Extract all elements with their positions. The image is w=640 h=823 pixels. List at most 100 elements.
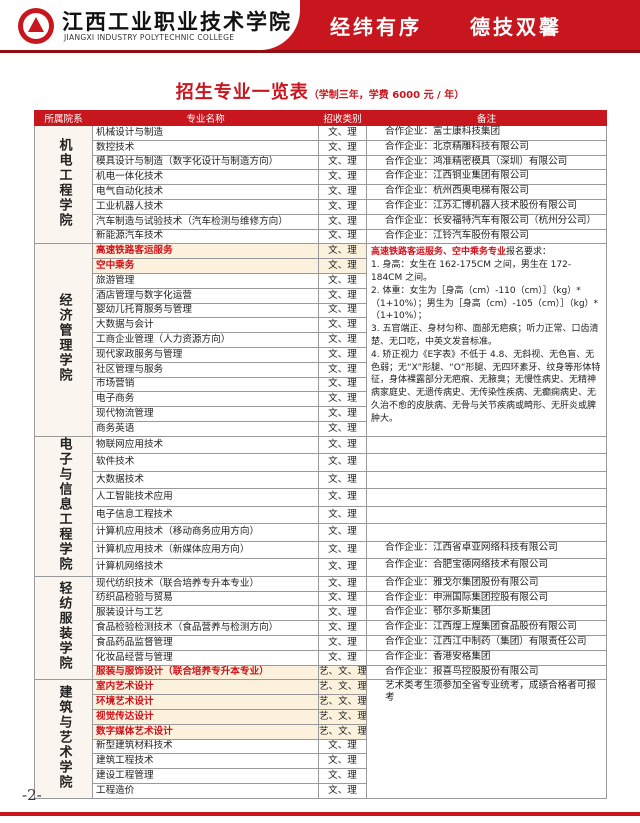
major-name: 食品检验检测技术（食品营养与检测方向）	[92, 620, 319, 636]
major-name: 汽车制造与试验技术（汽车检测与维修方向）	[92, 213, 319, 230]
table-row: 大数据与会计 文、理	[35, 317, 607, 334]
note-item: 2. 体重：女生为［身高（cm）-110（cm）］（kg）*（1+10%）；男生…	[371, 285, 599, 322]
note-cell	[366, 523, 607, 542]
major-name: 服装与服饰设计（联合培养专升本专业）	[92, 664, 319, 681]
major-name: 软件技术	[92, 453, 319, 472]
major-name: 婴幼儿托育服务与管理	[92, 302, 319, 319]
note-text: 报名要求：	[506, 247, 552, 258]
category: 文、理	[318, 753, 367, 770]
header-brand: 江西工业职业技术学院 JIANGXI INDUSTRY POLYTECHNIC …	[0, 0, 300, 50]
major-name: 物联网应用技术	[92, 435, 319, 455]
table-row: 新能源汽车技术 文、理 合作企业：江铃汽车股份有限公司	[35, 228, 607, 245]
category: 文、理	[318, 470, 367, 490]
table-row: 工商企业管理（人力资源方向） 文、理	[35, 332, 607, 348]
category: 文、理	[318, 317, 367, 334]
category: 文、理	[318, 346, 367, 363]
table-row: 视觉传达设计 艺、文、理	[35, 708, 607, 725]
category: 文、理	[318, 634, 367, 651]
category: 文、理	[318, 302, 367, 319]
major-name: 空中乘务	[92, 258, 319, 274]
category: 文、理	[318, 198, 367, 215]
category: 文、理	[318, 590, 367, 607]
table-row: 汽车制造与试验技术（汽车检测与维修方向） 文、理 合作企业：长安福特汽车有限公司（杭…	[35, 213, 607, 230]
category: 文、理	[318, 620, 367, 636]
major-name: 数控技术	[92, 139, 319, 156]
major-name: 模具设计与制造（数字化设计与制造方向）	[92, 154, 319, 171]
note-cell: 合作企业：鸿准精密模具（深圳）有限公司	[366, 154, 607, 171]
table-row: 数字媒体艺术设计 艺、文、理	[35, 723, 607, 740]
major-name: 大数据技术	[92, 470, 319, 490]
major-name: 建设工程管理	[92, 768, 319, 784]
major-name: 市场营销	[92, 376, 319, 393]
table-row: 环境艺术设计 艺、文、理	[35, 694, 607, 710]
note-cell	[366, 470, 607, 490]
category: 艺、文、理	[318, 708, 367, 725]
table-row: 计算机网络技术 文、理 合作企业：合肥宝德网络技术有限公司	[35, 558, 607, 577]
category: 文、理	[318, 453, 367, 472]
category: 文、理	[318, 139, 367, 156]
major-name: 电子商务	[92, 391, 319, 408]
table-row: 现代物流管理 文、理	[35, 406, 607, 422]
department: 经济管理学院	[56, 293, 72, 384]
note-item: 4. 矫正视力《E字表》不低于 4.8、无斜视、无色盲、无色弱；无“X”形腿、“…	[371, 349, 601, 424]
note-cell: 合作企业：北京精雕科技有限公司	[366, 139, 607, 156]
major-name: 服装设计与工艺	[92, 605, 319, 622]
note-cell: 合作企业：合肥宝德网络技术有限公司	[366, 558, 607, 577]
header-row: 所属院系 专业名称 招收类别 备注	[34, 110, 607, 126]
major-name: 电气自动化技术	[92, 184, 319, 200]
table-row: 旅游管理 文、理	[35, 272, 607, 289]
major-name: 现代家政服务与管理	[92, 346, 319, 363]
category: 文、理	[318, 361, 367, 378]
major-name: 数字媒体艺术设计	[92, 723, 319, 740]
major-name: 视觉传达设计	[92, 708, 319, 725]
table-row: 食品药品监督管理 文、理 合作企业：江西江中制药（集团）有限责任公司	[35, 634, 607, 651]
department: 轻纺服装学院	[56, 581, 72, 672]
table-row: 经济管理学院 高速铁路客运服务 文、理 高速铁路客运服务、空中乘务专业报名要求： 1. …	[34, 243, 607, 437]
major-name: 机电一体化技术	[92, 169, 319, 186]
category: 文、理	[318, 125, 367, 141]
major-name: 现代纺织技术（联合培养专升本专业）	[92, 575, 319, 592]
department-cell: 建筑与艺术学院	[34, 679, 93, 799]
category: 文、理	[318, 435, 367, 455]
category: 文、理	[318, 420, 367, 437]
category: 文、理	[318, 258, 367, 274]
major-name: 机械设计与制造	[92, 125, 319, 141]
table-row: 电气自动化技术 文、理 合作企业：杭州西奥电梯有限公司	[35, 184, 607, 200]
table-row: 化妆品经营与管理 文、理 合作企业：香港安格集团	[35, 649, 607, 666]
table-row: 模具设计与制造（数字化设计与制造方向） 文、理 合作企业：鸿准精密模具（深圳）有限公…	[35, 154, 607, 171]
note-cell: 合作企业：江西省卓亚网络科技有限公司	[366, 540, 607, 560]
note-heading: 高速铁路客运服务、空中乘务专业报名要求：	[371, 246, 602, 259]
department-cell: 机电工程学院	[34, 124, 93, 245]
note-cell	[366, 505, 607, 525]
major-name: 计算机应用技术（新媒体应用方向）	[92, 540, 319, 560]
note-cell: 合作企业：报喜鸟控股股份有限公司	[366, 664, 607, 681]
note-cell	[366, 435, 607, 455]
department: 机电工程学院	[56, 137, 72, 228]
department: 建筑与艺术学院	[56, 684, 72, 790]
major-name: 电子信息工程技术	[92, 505, 319, 525]
category: 文、理	[318, 575, 367, 592]
slogan: 经纬有序	[330, 15, 422, 39]
note-cell: 合作企业：江西江中制药（集团）有限责任公司	[366, 634, 607, 651]
page-number: -2-	[22, 786, 42, 804]
table-row: 社区管理与服务 文、理	[35, 361, 607, 378]
note-cell	[366, 488, 607, 507]
category: 文、理	[318, 738, 367, 755]
category: 艺、文、理	[318, 694, 367, 710]
note-cell: 合作企业：长安福特汽车有限公司（杭州分公司）	[366, 213, 607, 230]
category: 文、理	[318, 213, 367, 230]
note-cell: 合作企业：富士康科技集团	[366, 125, 607, 141]
table-row: 工程造价 文、理	[35, 782, 607, 799]
majors-table: 所属院系 专业名称 招收类别 备注 机电工程学院 机械设计与制造 文、理 合作企业：富士康科…	[34, 110, 607, 799]
major-name: 工商企业管理（人力资源方向）	[92, 332, 319, 348]
note-cell: 合作企业：香港安格集团	[366, 649, 607, 666]
major-name: 计算机网络技术	[92, 558, 319, 577]
category: 文、理	[318, 649, 367, 666]
category: 文、理	[318, 488, 367, 507]
table-row: 服装设计与工艺 文、理 合作企业：鄂尔多斯集团	[35, 605, 607, 622]
table-row: 人工智能技术应用 文、理	[35, 488, 607, 507]
table-row: 软件技术 文、理	[35, 453, 607, 472]
header-band: 江西工业职业技术学院 JIANGXI INDUSTRY POLYTECHNIC …	[0, 0, 640, 53]
title-block: 招生专业一览表（学制三年，学费 6000 元 / 年）	[0, 78, 640, 104]
